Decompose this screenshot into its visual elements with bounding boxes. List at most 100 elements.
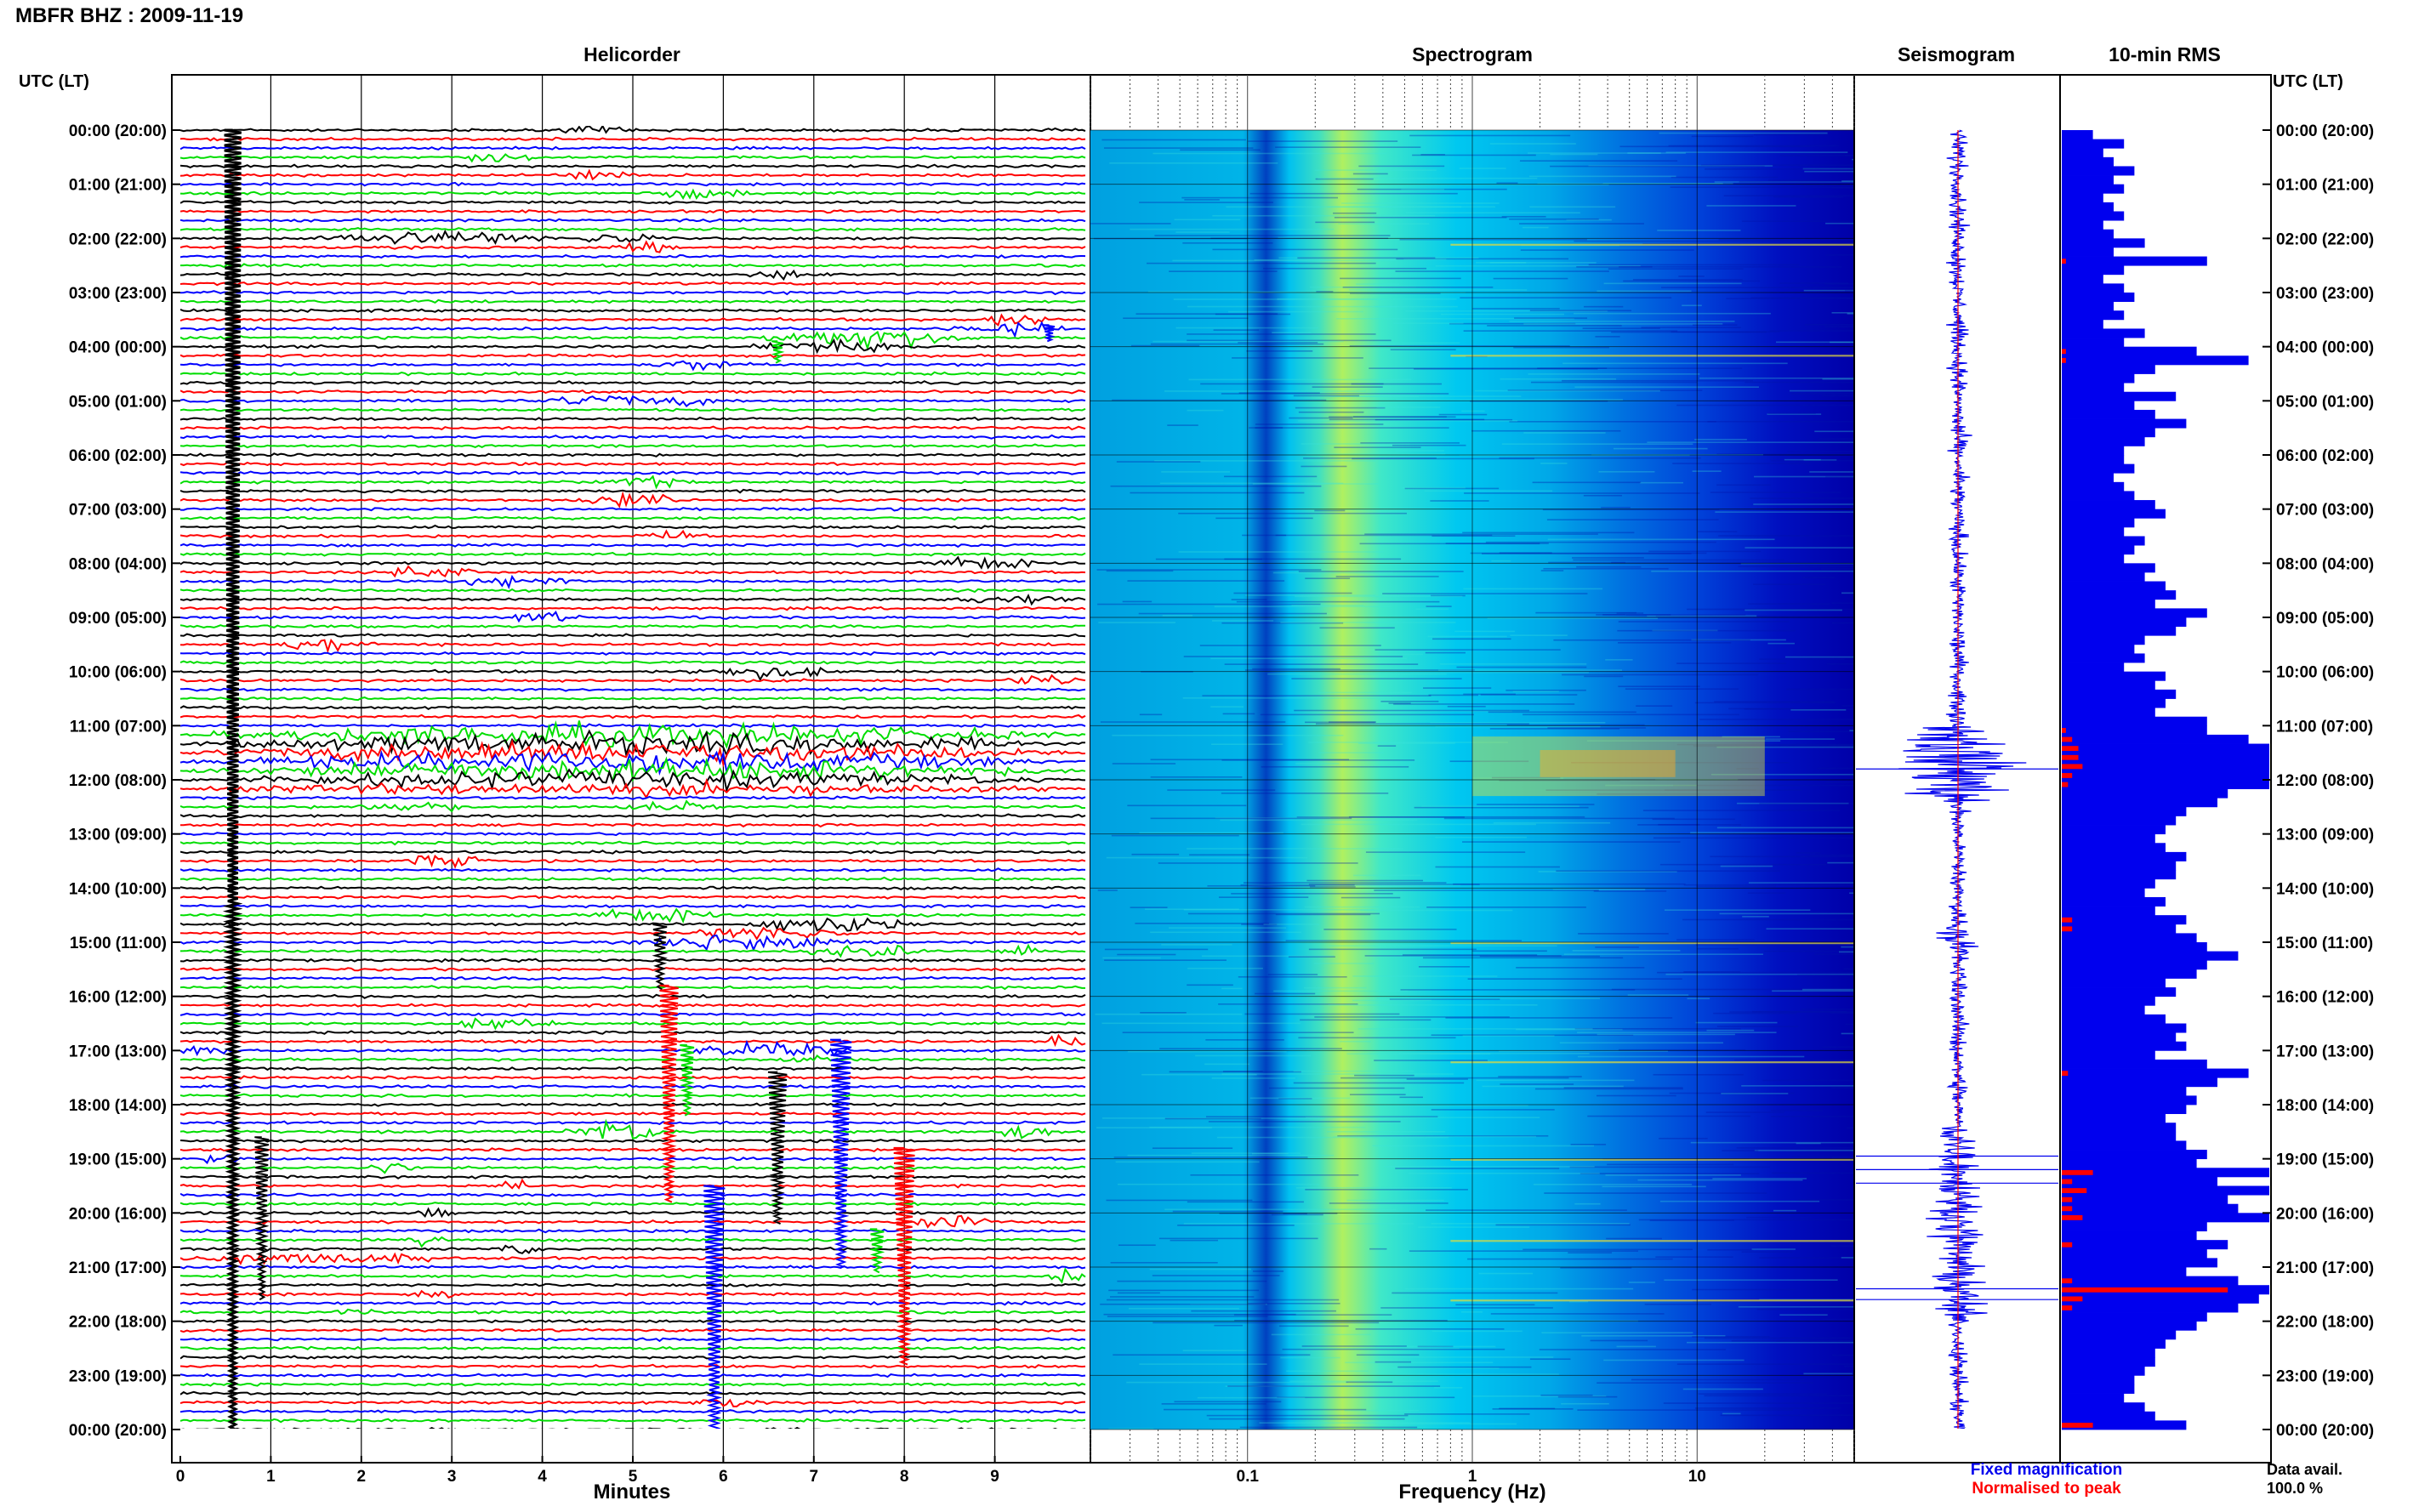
spectrogram-streak bbox=[1294, 709, 1530, 712]
spectrogram-streak bbox=[1375, 418, 1513, 421]
spectrogram-streak bbox=[1748, 603, 1830, 605]
spectrogram-streak bbox=[1459, 168, 1506, 169]
spectrogram-streak bbox=[1665, 973, 1854, 975]
spectrogram-streak bbox=[1682, 1388, 1763, 1390]
spectrogram-streak bbox=[1533, 1184, 1693, 1185]
helicorder-trace-line bbox=[180, 903, 1086, 909]
spectrogram-streak bbox=[1731, 1339, 1854, 1342]
helicorder-trace-line bbox=[180, 1282, 1086, 1288]
rms-bar-fixed bbox=[2062, 364, 2155, 374]
spectrogram-streak bbox=[1245, 594, 1376, 596]
spectrogram-streak bbox=[1659, 1200, 1820, 1202]
spectrogram-streak bbox=[1619, 145, 1811, 148]
helicorder-transient bbox=[253, 1136, 270, 1301]
spectrogram-streak bbox=[1158, 862, 1358, 864]
spectrogram-streak bbox=[1096, 569, 1322, 571]
helicorder-trace-line bbox=[180, 638, 1086, 654]
spectrogram-streak bbox=[1295, 595, 1463, 598]
spectrogram-streak bbox=[1435, 725, 1601, 728]
spectrogram-streak bbox=[1213, 329, 1260, 331]
spectrogram-streak bbox=[1293, 1070, 1414, 1072]
rms-bar-fixed bbox=[2062, 644, 2135, 654]
spectrogram-streak bbox=[1586, 740, 1781, 742]
y-tick-label-left: 16:00 (12:00) bbox=[69, 989, 167, 1007]
spectrogram-streak bbox=[1798, 1199, 1854, 1201]
spectrogram-streak bbox=[1587, 1115, 1751, 1117]
helicorder-trace-line bbox=[180, 1337, 1086, 1343]
spectrogram-streak bbox=[1687, 998, 1710, 1000]
spectrogram-streak bbox=[1523, 323, 1723, 325]
spectrogram-x-tick-label: 1 bbox=[1468, 1468, 1477, 1486]
rms-bar-fixed bbox=[2062, 401, 2135, 411]
helicorder-trace-line bbox=[180, 1289, 1086, 1299]
spectrogram-streak bbox=[1766, 928, 1854, 930]
spectrogram-streak bbox=[1306, 453, 1446, 455]
spectrogram-streak bbox=[1293, 395, 1360, 397]
spectrogram-streak bbox=[1671, 176, 1779, 179]
spectrogram-streak bbox=[1568, 1252, 1613, 1253]
spectrogram-streak bbox=[1146, 262, 1376, 264]
spectrogram-streak bbox=[1205, 1116, 1438, 1118]
rms-bar-fixed bbox=[2062, 526, 2125, 537]
spectrogram-streak bbox=[1608, 268, 1744, 270]
spectrogram-streak bbox=[1187, 848, 1403, 850]
spectrogram-streak bbox=[1571, 762, 1790, 764]
spectrogram-streak bbox=[1534, 1088, 1683, 1090]
helicorder-trace-line bbox=[180, 507, 1086, 512]
rms-bar-fixed bbox=[2062, 500, 2155, 510]
helicorder-trace-line bbox=[180, 338, 1086, 355]
spectrogram-streak bbox=[1224, 663, 1419, 665]
spectrogram-streak bbox=[1636, 705, 1673, 707]
y-tick-label-left: 00:00 (20:00) bbox=[69, 1422, 167, 1440]
spectrogram-streak bbox=[1161, 944, 1232, 946]
spectrogram-streak bbox=[1745, 547, 1854, 549]
spectrogram-streak bbox=[1476, 1079, 1635, 1082]
spectrogram-streak bbox=[1305, 1117, 1540, 1118]
rms-bar-fixed bbox=[2062, 1248, 2207, 1259]
helicorder-trace-line bbox=[180, 593, 1086, 606]
rms-bar-fixed bbox=[2062, 662, 2125, 673]
spectrogram-x-tick-label: 0.1 bbox=[1237, 1468, 1260, 1486]
spectrogram-streak bbox=[1255, 427, 1449, 429]
spectrogram-streak bbox=[1523, 1248, 1693, 1251]
spectrogram-streak bbox=[1204, 1063, 1250, 1066]
spectrogram-streak bbox=[1431, 1034, 1634, 1037]
rms-bar-fixed bbox=[2062, 825, 2166, 835]
spectrogram-streak bbox=[1803, 289, 1854, 292]
helicorder-trace-line bbox=[180, 416, 1086, 422]
spectrogram-streak bbox=[1529, 206, 1616, 208]
spectrogram-streak bbox=[1109, 162, 1278, 164]
spectrogram-streak bbox=[1769, 330, 1854, 332]
helicorder-trace-line bbox=[180, 1054, 1086, 1063]
helicorder-trace-line bbox=[180, 1102, 1086, 1107]
spectrogram-streak bbox=[1435, 866, 1560, 868]
spectrogram-streak bbox=[1340, 1040, 1371, 1043]
spectrogram-streak bbox=[1676, 404, 1854, 406]
spectrogram-streak bbox=[1414, 368, 1598, 370]
spectrogram-streak bbox=[1355, 1328, 1505, 1330]
rms-bar-fixed bbox=[2062, 391, 2177, 401]
spectrogram-streak bbox=[1116, 461, 1201, 463]
spectrogram-streak bbox=[1791, 393, 1854, 395]
spectrogram-streak bbox=[1661, 287, 1854, 288]
spectrogram-streak bbox=[1295, 1186, 1452, 1189]
rms-title: 10-min RMS bbox=[2109, 43, 2221, 65]
spectrogram-streak bbox=[1404, 487, 1500, 490]
rms-bars bbox=[2062, 130, 2269, 1430]
spectrogram-streak bbox=[1456, 666, 1587, 668]
rms-bar-normalised bbox=[2062, 917, 2073, 923]
rms-bar-fixed bbox=[2062, 1059, 2207, 1069]
rms-bar-fixed bbox=[2062, 130, 2093, 140]
spectrogram-streak bbox=[1849, 1376, 1854, 1378]
rms-bar-fixed bbox=[2062, 1041, 2187, 1051]
spectrogram-streak bbox=[1112, 399, 1327, 401]
rms-bar-fixed bbox=[2062, 301, 2114, 311]
spectrogram-streak bbox=[1117, 1292, 1160, 1294]
spectrogram-streak bbox=[1430, 721, 1606, 724]
spectrogram-streak bbox=[1335, 318, 1574, 320]
spectrogram-streak bbox=[1396, 258, 1569, 260]
spectrogram-streak bbox=[1365, 1105, 1528, 1106]
spectrogram-streak bbox=[1187, 1201, 1304, 1203]
spectrogram-streak bbox=[1200, 383, 1384, 385]
helicorder-trace-line bbox=[180, 1308, 1086, 1316]
